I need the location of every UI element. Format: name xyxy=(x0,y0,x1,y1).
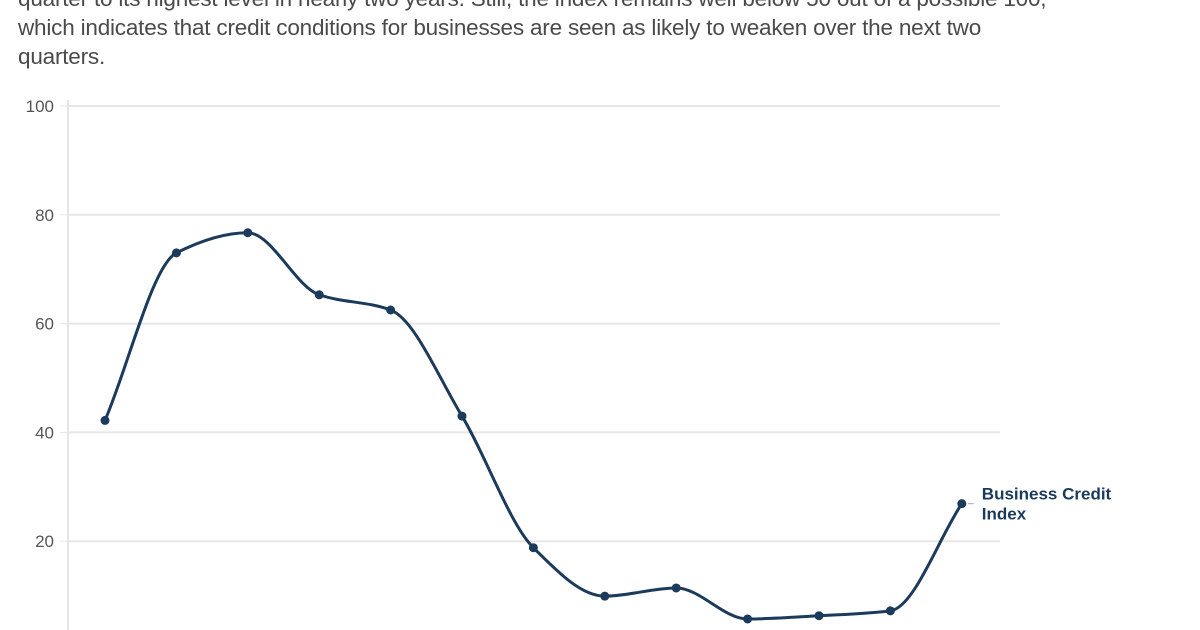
article-line-1: quarter to its highest level in nearly t… xyxy=(18,0,1188,13)
series-label-line-2: Index xyxy=(982,505,1027,524)
data-point-marker xyxy=(600,591,610,601)
data-point-marker xyxy=(885,606,895,616)
y-tick-label: 80 xyxy=(35,206,54,225)
data-point-marker xyxy=(171,248,181,258)
data-point-marker xyxy=(386,305,396,315)
series-line-business-credit-index xyxy=(103,231,964,621)
data-point-marker xyxy=(957,499,967,509)
article-line-3: quarters. xyxy=(18,44,105,69)
data-point-marker xyxy=(671,583,681,593)
article-line-2: which indicates that credit conditions f… xyxy=(18,15,982,40)
data-point-marker xyxy=(243,228,253,238)
article-paragraph: quarter to its highest level in nearly t… xyxy=(18,0,1188,71)
data-point-marker xyxy=(814,611,824,621)
data-point-marker xyxy=(314,290,324,300)
data-point-marker xyxy=(457,411,467,421)
data-points xyxy=(100,228,967,624)
data-point-marker xyxy=(100,415,110,425)
data-point-marker xyxy=(528,543,538,553)
data-point-marker xyxy=(743,614,753,624)
y-axis-ticks: 20 40 60 80 100 xyxy=(26,97,68,551)
y-tick-label: 60 xyxy=(35,315,54,334)
y-tick-label: 100 xyxy=(26,97,54,116)
gridlines xyxy=(68,105,1000,543)
y-tick-label: 40 xyxy=(35,423,54,442)
series-label-line-1: Business Credit xyxy=(982,485,1112,504)
y-tick-label: 20 xyxy=(35,532,54,551)
